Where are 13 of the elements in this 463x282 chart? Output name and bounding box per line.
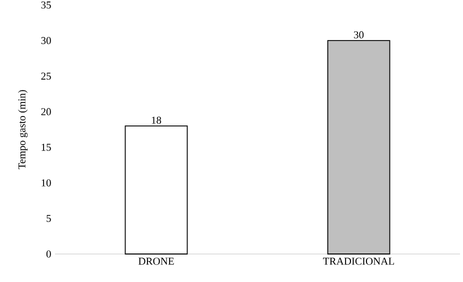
y-tick-label: 30 <box>41 37 51 44</box>
data-label: 18 <box>152 116 162 124</box>
y-tick-label: 0 <box>46 250 51 258</box>
data-label: 30 <box>354 31 364 38</box>
x-tick-label: TRADICIONAL <box>323 258 394 265</box>
y-tick-label: 20 <box>41 108 51 116</box>
y-tick-label: 10 <box>42 179 51 186</box>
x-tick-label: DRONE <box>138 258 174 265</box>
y-axis-title: Tempo gasto (min) <box>18 90 28 170</box>
y-tick-label: 25 <box>41 72 51 80</box>
y-tick-label: 15 <box>42 144 51 151</box>
y-tick-label: 35 <box>41 1 51 9</box>
y-tick-label: 5 <box>46 214 51 222</box>
